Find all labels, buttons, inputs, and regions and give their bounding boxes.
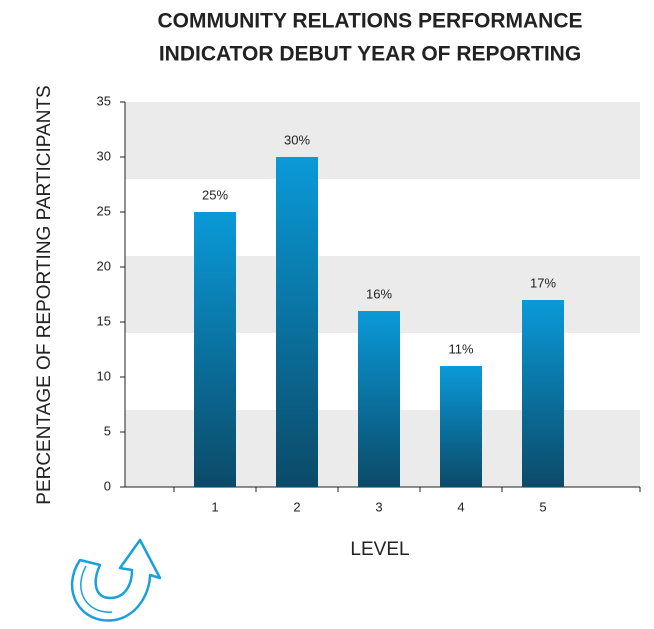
value-label: 16%	[366, 286, 392, 301]
chart-title: INDICATOR DEBUT YEAR OF REPORTING	[159, 43, 581, 66]
y-tick-label: 15	[97, 313, 111, 328]
x-tick-label: 1	[211, 499, 218, 514]
value-label: 25%	[202, 187, 228, 202]
arrow-icon	[70, 538, 162, 622]
x-axis-label: LEVEL	[350, 539, 409, 560]
bar	[276, 157, 318, 487]
bar	[440, 366, 482, 487]
y-tick-label: 35	[97, 93, 111, 108]
value-label: 17%	[530, 275, 556, 290]
bar	[358, 311, 400, 487]
chart-title: COMMUNITY RELATIONS PERFORMANCE	[157, 10, 582, 33]
y-tick-label: 10	[97, 368, 111, 383]
x-tick-label: 2	[293, 499, 300, 514]
bar	[194, 212, 236, 487]
y-tick-label: 5	[104, 423, 111, 438]
y-tick-label: 25	[97, 203, 111, 218]
band	[125, 102, 640, 179]
y-tick-label: 0	[104, 478, 111, 493]
y-axis-label: PERCENTAGE OF REPORTING PARTICIPANTS	[34, 85, 55, 504]
x-tick-label: 5	[539, 499, 546, 514]
x-tick-label: 3	[375, 499, 382, 514]
x-tick-label: 4	[457, 499, 464, 514]
value-label: 30%	[284, 132, 310, 147]
y-tick-label: 20	[97, 258, 111, 273]
value-label: 11%	[448, 341, 473, 356]
bar	[522, 300, 564, 487]
y-tick-label: 30	[97, 148, 111, 163]
